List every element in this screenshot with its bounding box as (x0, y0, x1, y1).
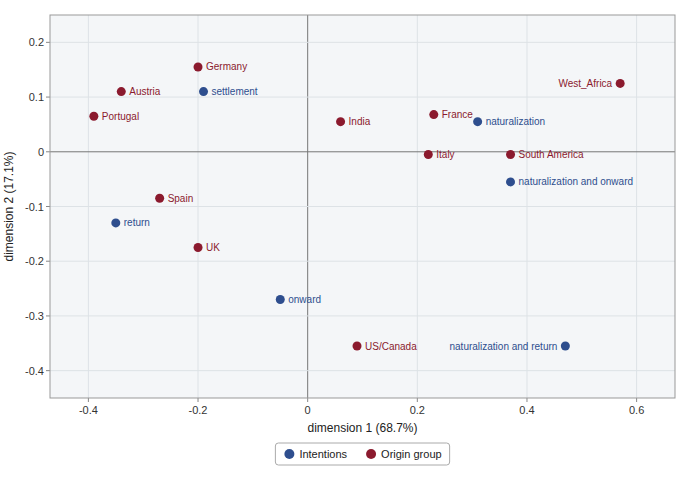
tick-label: 0.1 (29, 91, 44, 103)
tick-mark (307, 398, 308, 402)
point-label: India (349, 116, 371, 127)
tick-label: -0.2 (189, 404, 208, 416)
point (155, 194, 164, 203)
point (353, 342, 362, 351)
tick-mark (46, 206, 50, 207)
chart: -0.4 -0.2 0 0.2 0.4 0.6 -0.4 -0.3 -0.2 -0.1 0 0.1 0.… (0, 0, 685, 478)
point (194, 62, 203, 71)
point-label: US/Canada (365, 341, 417, 352)
legend: Intentions Origin group (275, 443, 449, 465)
point (276, 295, 285, 304)
point-labels: Germany Austria Portugal Spain UK India France… (102, 61, 633, 351)
point-label: Italy (436, 149, 454, 160)
point-label: UK (206, 242, 220, 253)
point-label: return (124, 217, 150, 228)
grid-line (50, 261, 675, 262)
tick-mark (526, 398, 527, 402)
points (89, 62, 624, 350)
point (506, 177, 515, 186)
tick-label: -0.1 (25, 201, 44, 213)
point (424, 150, 433, 159)
point (199, 87, 208, 96)
legend-frame (275, 443, 449, 465)
legend-label: Intentions (299, 448, 347, 460)
legend-marker (366, 449, 376, 459)
tick-mark (46, 42, 50, 43)
point (473, 117, 482, 126)
point (117, 87, 126, 96)
grid-line (50, 370, 675, 371)
plot-area (50, 15, 675, 398)
point (561, 342, 570, 351)
grid (50, 15, 675, 398)
point-label: onward (288, 294, 321, 305)
point-label: settlement (212, 86, 258, 97)
axes: -0.4 -0.2 0 0.2 0.4 0.6 -0.4 -0.3 -0.2 -0.1 0 0.1 0.… (25, 15, 675, 416)
tick-label: 0.6 (629, 404, 644, 416)
y-axis-label: dimension 2 (17.1%) (2, 151, 16, 261)
tick-mark (46, 315, 50, 316)
tick-label: 0.4 (519, 404, 534, 416)
tick-mark (636, 398, 637, 402)
tick-mark (46, 370, 50, 371)
tick-label: -0.4 (25, 365, 44, 377)
point (616, 79, 625, 88)
tick-label: -0.2 (25, 255, 44, 267)
point-label: naturalization and onward (519, 176, 634, 187)
tick-label: 0 (305, 404, 311, 416)
point (89, 112, 98, 121)
tick-mark (46, 261, 50, 262)
point (111, 218, 120, 227)
point-label: France (442, 109, 474, 120)
tick-label: 0 (38, 146, 44, 158)
point-label: naturalization (486, 116, 545, 127)
point-label: Spain (168, 193, 194, 204)
x-axis-label: dimension 1 (68.7%) (307, 421, 417, 435)
tick-mark (46, 151, 50, 152)
grid-line (50, 206, 675, 207)
point-label: naturalization and return (449, 341, 557, 352)
tick-mark (417, 398, 418, 402)
tick-label: 0.2 (29, 36, 44, 48)
point-label: South America (519, 149, 584, 160)
plot-frame (50, 15, 675, 398)
point (506, 150, 515, 159)
point-label: Portugal (102, 111, 139, 122)
tick-label: 0.2 (410, 404, 425, 416)
tick-mark (46, 97, 50, 98)
point (336, 117, 345, 126)
tick-label: -0.3 (25, 310, 44, 322)
legend-item: Origin group (366, 448, 442, 460)
grid-line (50, 315, 675, 316)
legend-marker (284, 449, 294, 459)
point-label: Germany (206, 61, 247, 72)
grid-line (50, 42, 675, 43)
tick-mark (198, 398, 199, 402)
legend-item: Intentions (284, 448, 347, 460)
point (194, 243, 203, 252)
point-label: Austria (129, 86, 161, 97)
point-label: West_Africa (558, 78, 612, 89)
tick-label: -0.4 (79, 404, 98, 416)
tick-mark (88, 398, 89, 402)
legend-label: Origin group (381, 448, 442, 460)
point (429, 110, 438, 119)
